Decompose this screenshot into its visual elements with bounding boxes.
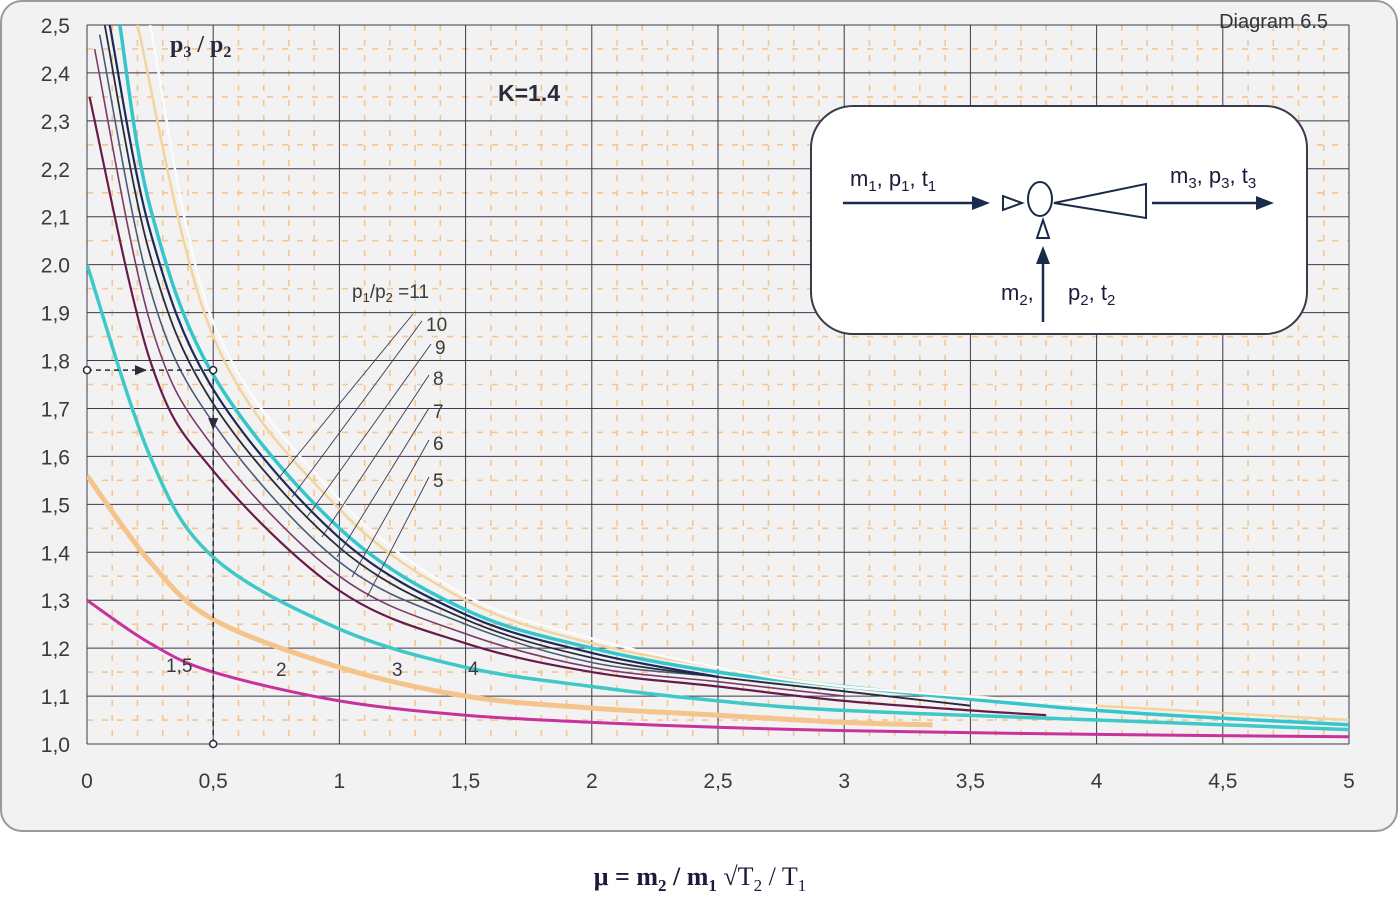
- y-tick-label: 1,3: [41, 590, 70, 613]
- curve-label-leader: [336, 407, 430, 558]
- curve-label-5: 5: [433, 471, 444, 492]
- x-tick-label: 5: [1343, 770, 1355, 793]
- series-prefix-label: p1/p2 =11: [352, 282, 429, 305]
- curve-label-7: 7: [433, 402, 444, 423]
- series-line-11: [148, 25, 1097, 707]
- x-tick-label: 3,5: [956, 770, 985, 793]
- y-tick-label: 1,2: [41, 638, 70, 661]
- y-tick-label: 1,6: [41, 446, 70, 469]
- suction-m-label: m2,: [1001, 280, 1034, 309]
- curve-label-leader: [321, 374, 430, 538]
- example-point: [208, 365, 218, 375]
- y-tick-label: 2,3: [41, 111, 70, 134]
- example-point: [82, 365, 92, 375]
- major-grid: [86, 24, 1350, 745]
- example-arrow-head: [208, 418, 219, 431]
- x-tick-label: 2,5: [703, 770, 732, 793]
- y-tick-label: 1,8: [41, 351, 70, 374]
- curve-label-6: 6: [433, 434, 444, 455]
- series-line-5: [93, 48, 845, 697]
- chart-svg: 0 0,5 1 1,5 2 2,5 3 3,5 4 4,5 51,01,11,21,31,41,51…: [41, 11, 1355, 793]
- y-tick-label: 1,9: [41, 303, 70, 326]
- suction-nozzle-icon: [1035, 216, 1051, 239]
- example-point: [208, 739, 218, 749]
- suction-arrow-head: [1036, 246, 1050, 264]
- x-tick-label: 3: [838, 770, 850, 793]
- ejector-schematic: m1, p1, t1 m3, p3, t3 m2, p2, t2: [810, 105, 1308, 335]
- x-tick-label: 1: [334, 770, 346, 793]
- curve-labels: 1,5 2 3 4 5 6 7 8 910: [166, 315, 479, 681]
- x-tick-label: 4,5: [1208, 770, 1237, 793]
- curve-label-leader: [291, 320, 423, 498]
- y-tick-label: 1,7: [41, 398, 70, 421]
- y-tick-label: 1,5: [41, 494, 70, 517]
- x-tick-label: 0,5: [199, 770, 228, 793]
- curve-label-3: 3: [392, 660, 403, 681]
- curve-label-leader: [306, 343, 432, 518]
- curve-label-2: 2: [276, 660, 287, 681]
- x-tick-label: 0: [81, 770, 93, 793]
- series-line-8: [108, 25, 719, 678]
- series-layer: [87, 25, 1349, 739]
- y-tick-label: 2.0: [41, 255, 70, 278]
- x-tick-label: 1,5: [451, 770, 480, 793]
- x-axis-title: μ = m2 / m1 √T2 / T1: [593, 862, 807, 896]
- y-axis-title: p3 / p2: [170, 32, 231, 61]
- y-tick-label: 2,1: [41, 207, 70, 230]
- diffuser-icon: [1053, 182, 1147, 220]
- y-tick-label: 1,1: [41, 686, 70, 709]
- inlet-arrow-head: [972, 196, 990, 210]
- series-line-2: [87, 474, 933, 728]
- y-tick-label: 2,5: [41, 15, 70, 38]
- series-line-3: [87, 264, 1349, 732]
- outlet-arrow-head: [1256, 196, 1274, 210]
- diagram-title: Diagram 6.5: [1219, 11, 1328, 33]
- curve-label-4: 4: [468, 659, 479, 680]
- curve-label-leader: [366, 476, 430, 598]
- curve-label-leader: [351, 439, 430, 578]
- inlet-label: m1, p1, t1: [850, 166, 936, 195]
- nozzle-icon: [1002, 194, 1025, 212]
- curve-label-10: 10: [426, 315, 447, 336]
- x-tick-label: 2: [586, 770, 598, 793]
- curve-label-leader: [276, 313, 414, 481]
- series-line-9: [118, 25, 1349, 727]
- example-lines: [82, 365, 219, 749]
- y-tick-label: 1,0: [41, 734, 70, 757]
- series-line-7: [103, 25, 971, 707]
- y-tick-label: 1,4: [41, 542, 71, 565]
- y-tick-label: 2,2: [41, 159, 70, 182]
- mixing-chamber-icon: [1027, 181, 1053, 217]
- tick-labels: 0 0,5 1 1,5 2 2,5 3 3,5 4 4,5 51,01,11,21,31,41,51…: [41, 15, 1355, 793]
- suction-p-label: p2, t2: [1068, 280, 1115, 309]
- example-arrow-head: [135, 365, 147, 376]
- curve-label-8: 8: [433, 369, 444, 390]
- k-annotation: K=1.4: [498, 80, 560, 106]
- curve-label-1-5: 1,5: [166, 656, 192, 677]
- curve-label-leaders: [276, 313, 432, 598]
- outlet-label: m3, p3, t3: [1170, 163, 1256, 192]
- schematic-box: [810, 105, 1308, 335]
- x-tick-label: 4: [1091, 770, 1103, 793]
- series-line-4: [88, 96, 1047, 717]
- curve-label-9: 9: [435, 338, 446, 359]
- y-tick-label: 2,4: [41, 63, 71, 86]
